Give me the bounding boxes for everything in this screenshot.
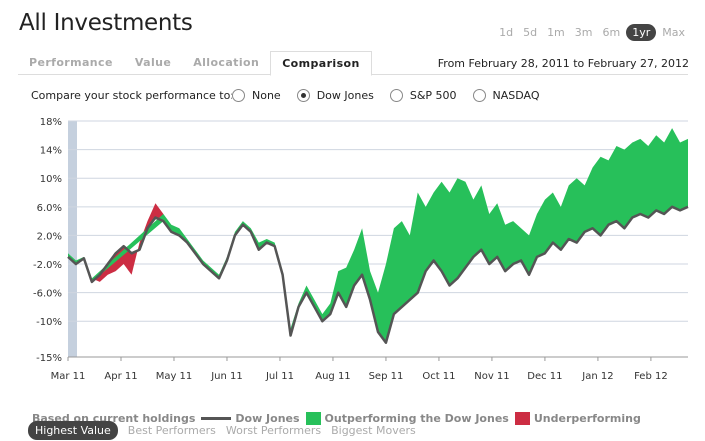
view-biggest-movers[interactable]: Biggest Movers	[331, 424, 416, 437]
y-tick-label: 6.0%	[37, 203, 62, 214]
page-title: All Investments	[19, 10, 193, 36]
range-1d[interactable]: 1d	[499, 26, 514, 39]
compare-option-dow-jones[interactable]: Dow Jones	[296, 89, 374, 102]
tab-comparison[interactable]: Comparison	[270, 51, 372, 76]
underperforming-swatch	[514, 412, 530, 425]
compare-option-label: S&P 500	[409, 89, 457, 102]
legend-line-label: Dow Jones	[235, 412, 300, 425]
x-tick-label: Aug 11	[315, 371, 350, 382]
x-tick-label: Sep 11	[369, 371, 404, 382]
x-tick-label: Nov 11	[474, 371, 509, 382]
legend-item-line: Dow Jones	[201, 412, 300, 425]
view-selector: Highest Value Best Performers Worst Perf…	[28, 421, 426, 440]
range-1yr[interactable]: 1yr	[626, 24, 657, 41]
compare-option-sp500[interactable]: S&P 500	[389, 89, 457, 102]
y-tick-label: 2.0%	[37, 231, 62, 242]
time-range-selector: 1d 5d 1m 3m 6m 1yr Max	[495, 24, 689, 41]
x-tick-label: Jun 11	[210, 371, 243, 382]
chart-tabs: Performance Value Allocation Comparison	[18, 51, 372, 76]
radio-nasdaq[interactable]	[472, 89, 486, 102]
y-tick-label: 18%	[40, 117, 62, 128]
compare-option-label: Dow Jones	[316, 89, 374, 102]
range-1m[interactable]: 1m	[547, 26, 565, 39]
y-tick-label: -10%	[36, 317, 62, 328]
view-best-performers[interactable]: Best Performers	[127, 424, 216, 437]
compare-option-label: None	[252, 89, 281, 102]
x-tick-label: Jul 11	[265, 371, 294, 382]
range-5d[interactable]: 5d	[523, 26, 538, 39]
radio-dow-jones[interactable]	[296, 89, 310, 102]
view-highest-value[interactable]: Highest Value	[28, 421, 118, 440]
view-worst-performers[interactable]: Worst Performers	[225, 424, 322, 437]
compare-options: Compare your stock performance to: None …	[31, 89, 556, 102]
compare-option-label: NASDAQ	[492, 89, 540, 102]
x-tick-label: May 11	[156, 371, 193, 382]
radio-sp500[interactable]	[389, 89, 403, 102]
range-6m[interactable]: 6m	[602, 26, 621, 39]
y-tick-label: -2.0%	[33, 260, 62, 271]
legend-outperforming-label: Outperforming the Dow Jones	[324, 412, 509, 425]
compare-option-nasdaq[interactable]: NASDAQ	[472, 89, 540, 102]
y-tick-label: -15%	[36, 353, 62, 364]
tab-performance[interactable]: Performance	[29, 56, 113, 69]
outperforming-area	[68, 128, 688, 343]
compare-prompt: Compare your stock performance to:	[31, 89, 232, 102]
outperforming-swatch	[305, 412, 321, 425]
legend-item-underperforming: Underperforming	[514, 412, 641, 425]
legend-underperforming-label: Underperforming	[533, 412, 641, 425]
x-tick-label: Dec 11	[527, 371, 562, 382]
y-tick-label: 10%	[40, 174, 62, 185]
y-axis-band	[68, 121, 77, 357]
x-tick-label: Oct 11	[422, 371, 455, 382]
tab-allocation[interactable]: Allocation	[193, 56, 260, 69]
date-range-label: From February 28, 2011 to February 27, 2…	[437, 57, 689, 70]
radio-none[interactable]	[232, 89, 245, 102]
line-swatch	[201, 417, 232, 420]
tab-value[interactable]: Value	[134, 56, 172, 69]
x-tick-label: Jan 12	[581, 371, 613, 382]
y-tick-label: -6.0%	[33, 289, 62, 300]
x-tick-label: Apr 11	[104, 371, 137, 382]
range-max[interactable]: Max	[662, 26, 685, 39]
compare-option-none[interactable]: None	[232, 89, 281, 102]
range-3m[interactable]: 3m	[574, 26, 593, 39]
x-tick-label: Feb 12	[634, 371, 668, 382]
dow-jones-line	[67, 205, 689, 344]
legend-item-outperforming: Outperforming the Dow Jones	[305, 412, 509, 425]
y-tick-label: 14%	[40, 146, 62, 157]
x-tick-label: Mar 11	[51, 371, 86, 382]
